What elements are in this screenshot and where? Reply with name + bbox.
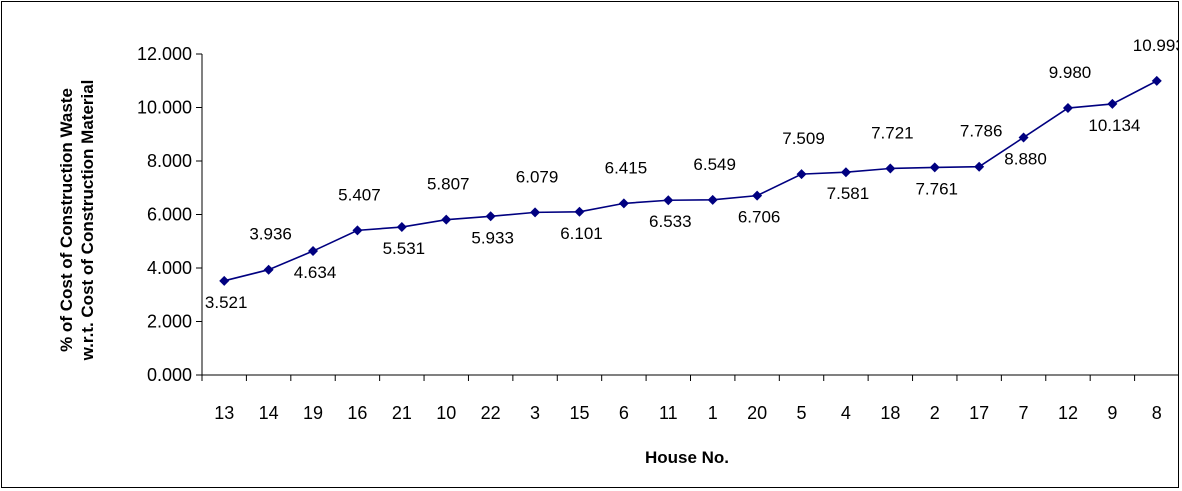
data-label: 5.531 (383, 239, 426, 258)
x-tick-label: 7 (1019, 403, 1029, 423)
x-tick-label: 6 (619, 403, 629, 423)
x-tick-label: 12 (1058, 403, 1078, 423)
x-tick-label: 17 (969, 403, 989, 423)
data-point (308, 246, 319, 257)
data-point (974, 161, 985, 172)
y-tick-label: 6.000 (147, 205, 192, 225)
x-tick-label: 3 (530, 403, 540, 423)
data-point (663, 195, 674, 206)
data-point (485, 211, 496, 222)
x-axis-title: House No. (645, 448, 729, 467)
y-tick-label: 4.000 (147, 258, 192, 278)
y-axis: 0.000 2.000 4.000 6.000 8.000 10.000 12.000 (137, 44, 203, 385)
series-polyline (224, 80, 1158, 282)
data-label: 7.786 (960, 122, 1003, 141)
data-point (618, 198, 629, 209)
data-point (707, 194, 718, 205)
data-label: 10.134 (1088, 116, 1140, 135)
x-axis: 13 14 19 16 21 10 22 3 15 6 11 1 20 5 4 18 2 17 7 12 9 8 (201, 374, 1178, 423)
y-tick-label: 10.000 (137, 98, 192, 118)
x-tick-label: 8 (1152, 403, 1162, 423)
data-markers (219, 75, 1162, 286)
y-tick-label: 0.000 (147, 365, 192, 385)
data-label: 7.761 (915, 179, 958, 198)
x-tick-label: 18 (880, 403, 900, 423)
data-point (929, 162, 940, 173)
data-label: 3.521 (205, 293, 248, 312)
data-point (1107, 98, 1118, 109)
data-point (574, 206, 585, 217)
x-tick-label: 20 (747, 403, 767, 423)
y-tick-label: 12.000 (137, 44, 192, 64)
x-tick-label: 11 (659, 403, 678, 423)
data-point (1062, 103, 1073, 114)
data-label: 9.980 (1049, 63, 1092, 82)
data-label: 3.936 (249, 225, 292, 244)
data-label: 6.079 (516, 167, 559, 186)
x-tick-label: 1 (708, 403, 718, 423)
data-point (885, 163, 896, 174)
y-axis-title-line: % of Cost of Construction Waste (57, 88, 76, 352)
y-tick-label: 8.000 (147, 151, 192, 171)
y-axis-title-group: % of Cost of Construction Waste w.r.t. Co… (57, 80, 97, 362)
data-label: 8.880 (1004, 149, 1047, 168)
y-axis-title-line: w.r.t. Cost of Construction Material (78, 80, 97, 362)
data-label: 7.509 (782, 129, 825, 148)
x-tick-label: 9 (1107, 403, 1117, 423)
data-point (263, 264, 274, 275)
data-point (219, 275, 230, 286)
data-label: 4.634 (294, 263, 337, 282)
data-point (352, 225, 363, 236)
y-tick-label: 2.000 (147, 312, 192, 332)
x-tick-label: 14 (259, 403, 279, 423)
data-point (396, 222, 407, 233)
data-point (796, 169, 807, 180)
data-point (1018, 132, 1029, 143)
data-point (530, 207, 541, 218)
data-label: 6.415 (605, 158, 648, 177)
data-point (752, 190, 763, 201)
data-label: 10.993 (1133, 36, 1179, 55)
y-axis-title: % of Cost of Construction Waste w.r.t. Co… (57, 80, 97, 362)
x-tick-label: 22 (481, 403, 501, 423)
data-label: 7.581 (827, 184, 870, 203)
x-tick-label: 15 (569, 403, 589, 423)
data-label: 5.933 (471, 228, 514, 247)
x-tick-label: 4 (841, 403, 851, 423)
data-label: 6.706 (738, 208, 781, 227)
data-point (441, 214, 452, 225)
data-label: 5.407 (338, 185, 381, 204)
data-label: 6.533 (649, 212, 692, 231)
data-label: 7.721 (871, 123, 914, 142)
x-tick-label: 2 (930, 403, 940, 423)
x-tick-label: 5 (797, 403, 807, 423)
data-point (1151, 75, 1162, 86)
x-tick-label: 10 (436, 403, 456, 423)
series-line (224, 80, 1158, 282)
x-tick-label: 13 (214, 403, 234, 423)
data-label: 6.101 (560, 224, 603, 243)
x-tick-label: 16 (347, 403, 367, 423)
data-point (840, 167, 851, 178)
data-label: 5.807 (427, 175, 470, 194)
data-label: 6.549 (693, 155, 736, 174)
x-tick-label: 21 (392, 403, 412, 423)
x-tick-label: 19 (303, 403, 323, 423)
